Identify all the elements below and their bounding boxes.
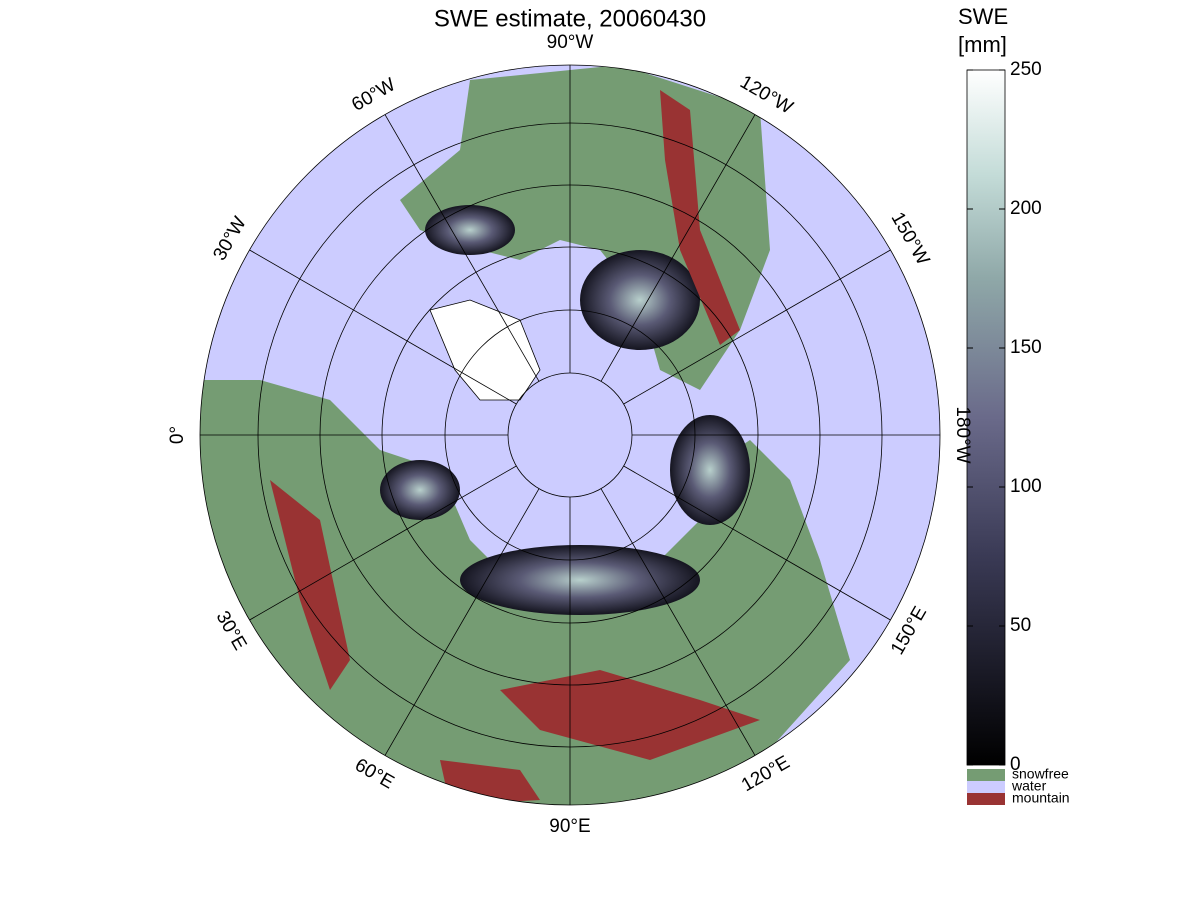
meridian-label: 90°W [547, 32, 594, 53]
colorbar [966, 69, 1006, 766]
mountains [500, 670, 760, 760]
colorbar-label: [mm] [958, 32, 1007, 57]
meridian [600, 488, 756, 756]
legend-swatch [967, 793, 1005, 805]
legend-label: water [1011, 778, 1047, 794]
snow [670, 415, 750, 525]
colorbar-tick-label: 0 [1010, 754, 1021, 775]
legend-swatch [967, 769, 1005, 781]
map [200, 65, 940, 805]
colorbar-tick-label: 50 [1010, 615, 1031, 636]
colorbar-tick-label: 150 [1010, 337, 1042, 358]
colorbar-tick-label: 100 [1010, 476, 1042, 497]
meridian [384, 488, 540, 756]
colorbar-tick-label: 200 [1010, 198, 1042, 219]
meridian-label: 0° [167, 426, 188, 444]
colorbar-label: SWE [958, 4, 1008, 29]
mountains [660, 90, 740, 345]
legend-swatch [967, 781, 1005, 793]
meridian-label: 30°E [211, 608, 250, 654]
meridian [623, 249, 891, 405]
snow [580, 250, 700, 350]
snow [380, 460, 460, 520]
colorbar-tick-label: 250 [1010, 59, 1042, 80]
map-border [199, 64, 941, 806]
legend-label: mountain [1012, 790, 1070, 806]
meridian [249, 465, 517, 621]
meridian-label: 60°E [351, 755, 397, 794]
meridian-label: 30°W [209, 213, 251, 264]
meridian [384, 114, 540, 382]
snow [460, 545, 700, 615]
map-title: SWE estimate, 20060430 [434, 5, 706, 32]
meridian [623, 465, 891, 621]
meridian-label: 180°W [952, 406, 973, 463]
meridian-label: 90°E [549, 816, 590, 837]
snow [425, 205, 515, 255]
greenland [429, 299, 541, 401]
meridian [249, 249, 517, 405]
legend-label: snowfree [1012, 766, 1069, 782]
graticule [200, 65, 940, 805]
meridian [600, 114, 756, 382]
meridian-label: 60°W [348, 74, 399, 116]
